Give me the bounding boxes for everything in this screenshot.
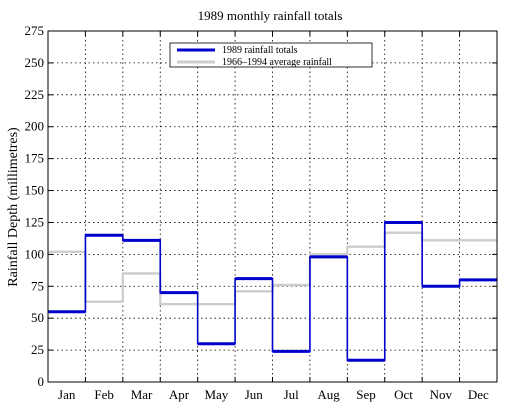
- legend-label-average: 1966–1994 average rainfall: [222, 57, 332, 68]
- x-tick-label: Nov: [430, 387, 453, 402]
- y-tick-label: 75: [31, 278, 44, 293]
- x-tick-label: Sep: [356, 387, 376, 402]
- y-tick-label: 100: [25, 246, 45, 261]
- series-lines: [48, 220, 497, 362]
- chart-title: 1989 monthly rainfall totals: [198, 8, 343, 23]
- x-tick-label: Jul: [284, 387, 300, 402]
- x-tick-label: Feb: [94, 387, 114, 402]
- x-tick-label: May: [204, 387, 228, 402]
- y-tick-label: 0: [38, 374, 45, 389]
- y-tick-label: 175: [25, 151, 45, 166]
- x-tick-label: Aug: [317, 387, 340, 402]
- legend-box: [169, 42, 373, 68]
- y-tick-label: 50: [31, 310, 44, 325]
- series-1989-line: [48, 221, 497, 362]
- x-tick-label: Jan: [58, 387, 76, 402]
- x-tick-label: Dec: [468, 387, 489, 402]
- y-tick-label: 200: [25, 119, 45, 134]
- y-tick-label: 225: [25, 87, 45, 102]
- y-tick-label: 150: [25, 183, 45, 198]
- x-tick-label: Apr: [169, 387, 190, 402]
- legend-label-1989: 1989 rainfall totals: [222, 45, 298, 56]
- y-tick-labels: 0 25 50 75 100 125 150 175 200 225 250 275: [25, 23, 45, 389]
- y-tick-label: 25: [31, 342, 44, 357]
- x-tick-label: Mar: [131, 387, 153, 402]
- x-tick-labels: Jan Feb Mar Apr May Jun Jul Aug Sep Oct Nov Dec: [58, 387, 489, 402]
- y-axis-label: Rainfall Depth (millimetres): [6, 127, 21, 287]
- y-tick-label: 125: [25, 214, 45, 229]
- x-tick-label: Oct: [394, 387, 413, 402]
- legend: 1989 rainfall totals 1966–1994 average r…: [169, 42, 373, 68]
- y-tick-label: 275: [25, 23, 45, 38]
- y-tick-label: 250: [25, 55, 45, 70]
- x-tick-label: Jun: [245, 387, 264, 402]
- axis-ticks: [48, 30, 497, 383]
